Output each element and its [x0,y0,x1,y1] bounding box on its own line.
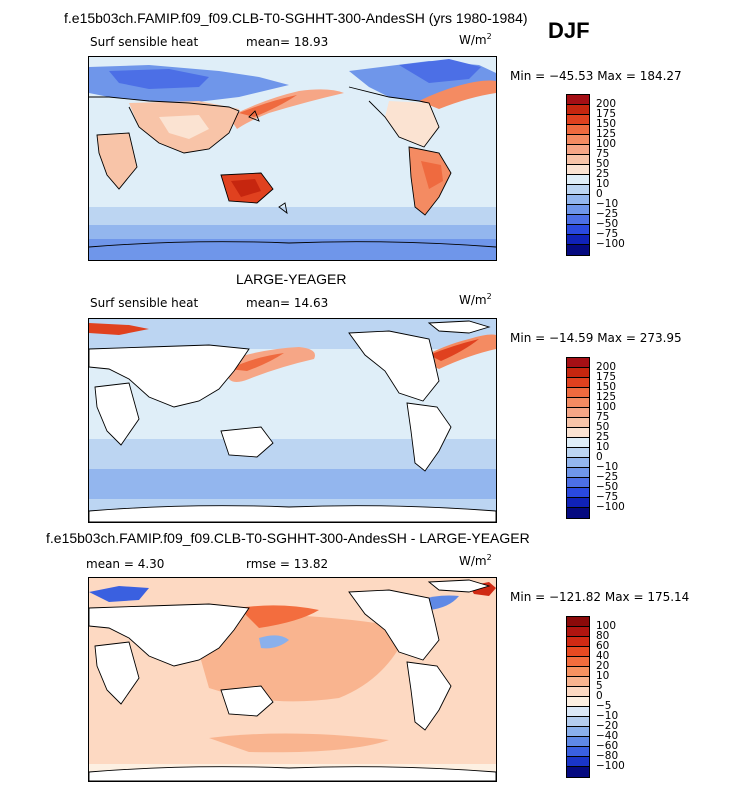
kuroshio-core [229,353,284,371]
southern-warm [209,733,389,753]
southern-ocean-band [89,225,496,239]
panel1-minmax: Min = −45.53 Max = 184.27 [510,69,682,83]
panel1-map [88,56,497,261]
colorbar-tick: −75 [596,491,619,503]
colorbar-tick: 20 [596,660,610,672]
colorbar-tick: 25 [596,431,610,443]
kuroshio-warm [229,89,344,129]
kuroshio-warm [239,605,319,628]
panel3-colorbar [566,616,590,778]
canada-core [399,59,481,83]
top-title: f.e15b03ch.FAMIP.f09_f09.CLB-T0-SGHHT-30… [64,10,528,26]
gulf-stream-core [429,339,479,361]
bottom-title: f.e15b03ch.FAMIP.f09_f09.CLB-T0-SGHHT-30… [46,530,530,546]
panel3-mean: mean = 4.30 [86,557,165,571]
australia-core [231,179,261,197]
colorbar-tick: 10 [596,441,610,453]
panel1-mean: mean= 18.93 [246,35,329,49]
pacific-warm [189,614,409,702]
colorbar-tick: −100 [596,238,625,250]
colorbar-tick: 75 [596,411,610,423]
panel1-variable: Surf sensible heat [90,35,199,49]
gulf-stream-warm [419,80,496,109]
panel2-variable: Surf sensible heat [90,296,199,310]
colorbar-tick: −20 [596,720,619,732]
colorbar-tick: −10 [596,198,619,210]
coastlines [89,86,496,248]
panel3-units: W/m2 [459,553,492,568]
colorbar-tick: −10 [596,461,619,473]
colorbar-tick: 50 [596,421,610,433]
colorbar-tick: 0 [596,188,603,200]
colorbar-tick: 200 [596,98,617,110]
colorbar-tick: 100 [596,620,617,632]
colorbar-tick: −5 [596,700,612,712]
colorbar-tick: 125 [596,128,617,140]
colorbar-tick: 0 [596,690,603,702]
colorbar-tick: −25 [596,208,619,220]
colorbar-tick: 150 [596,381,617,393]
panel2-colorbar [566,357,590,519]
colorbar-tick: −25 [596,471,619,483]
colorbar-tick: 60 [596,640,610,652]
land-masses [89,579,496,781]
panel2-units: W/m2 [459,292,492,307]
colorbar-tick: 50 [596,158,610,170]
south-america-core [421,161,443,189]
colorbar-tick: −10 [596,710,619,722]
colorbar-tick: 80 [596,630,610,642]
colorbar-tick: −100 [596,501,625,513]
panel3-map [88,577,497,782]
north-cold [89,586,149,602]
panel2-map [88,318,497,523]
colorbar-tick: −80 [596,750,619,762]
colorbar-tick: 75 [596,148,610,160]
colorbar-tick: 5 [596,680,603,692]
colorbar-tick: 25 [596,168,610,180]
panel2-mean: mean= 14.63 [246,296,329,310]
colorbar-tick: 10 [596,670,610,682]
southern-ocean-band [89,207,496,227]
siberia-core [109,69,209,89]
colorbar-tick: −50 [596,218,619,230]
land-masses [89,320,496,522]
colorbar-tick: 125 [596,391,617,403]
colorbar-tick: 40 [596,650,610,662]
colorbar-tick: 10 [596,178,610,190]
colorbar-tick: −40 [596,730,619,742]
panel2-minmax: Min = −14.59 Max = 273.95 [510,331,682,345]
antarctic-band [89,239,496,260]
colorbar-tick: 100 [596,138,617,150]
panel3-rmse: rmse = 13.82 [246,557,329,571]
colorbar-tick: 200 [596,361,617,373]
asia-interior [159,115,209,139]
colorbar-tick: 150 [596,118,617,130]
pacific-cold-patch [259,635,289,649]
panel3-minmax: Min = −121.82 Max = 175.14 [510,590,690,604]
colorbar-tick: −50 [596,481,619,493]
kuroshio-core [239,95,297,117]
colorbar-tick: 175 [596,108,617,120]
colorbar-tick: −60 [596,740,619,752]
panel1-colorbar [566,94,590,256]
norwegian-warm [89,323,149,335]
colorbar-tick: −75 [596,228,619,240]
panel1-units: W/m2 [459,32,492,47]
southern-ocean-band [89,469,496,499]
colorbar-tick: −100 [596,760,625,772]
middle-title: LARGE-YEAGER [236,271,347,287]
season-label: DJF [548,18,590,43]
colorbar-tick: 100 [596,401,617,413]
colorbar-tick: 0 [596,451,603,463]
colorbar-tick: 175 [596,371,617,383]
na-land [385,101,439,147]
